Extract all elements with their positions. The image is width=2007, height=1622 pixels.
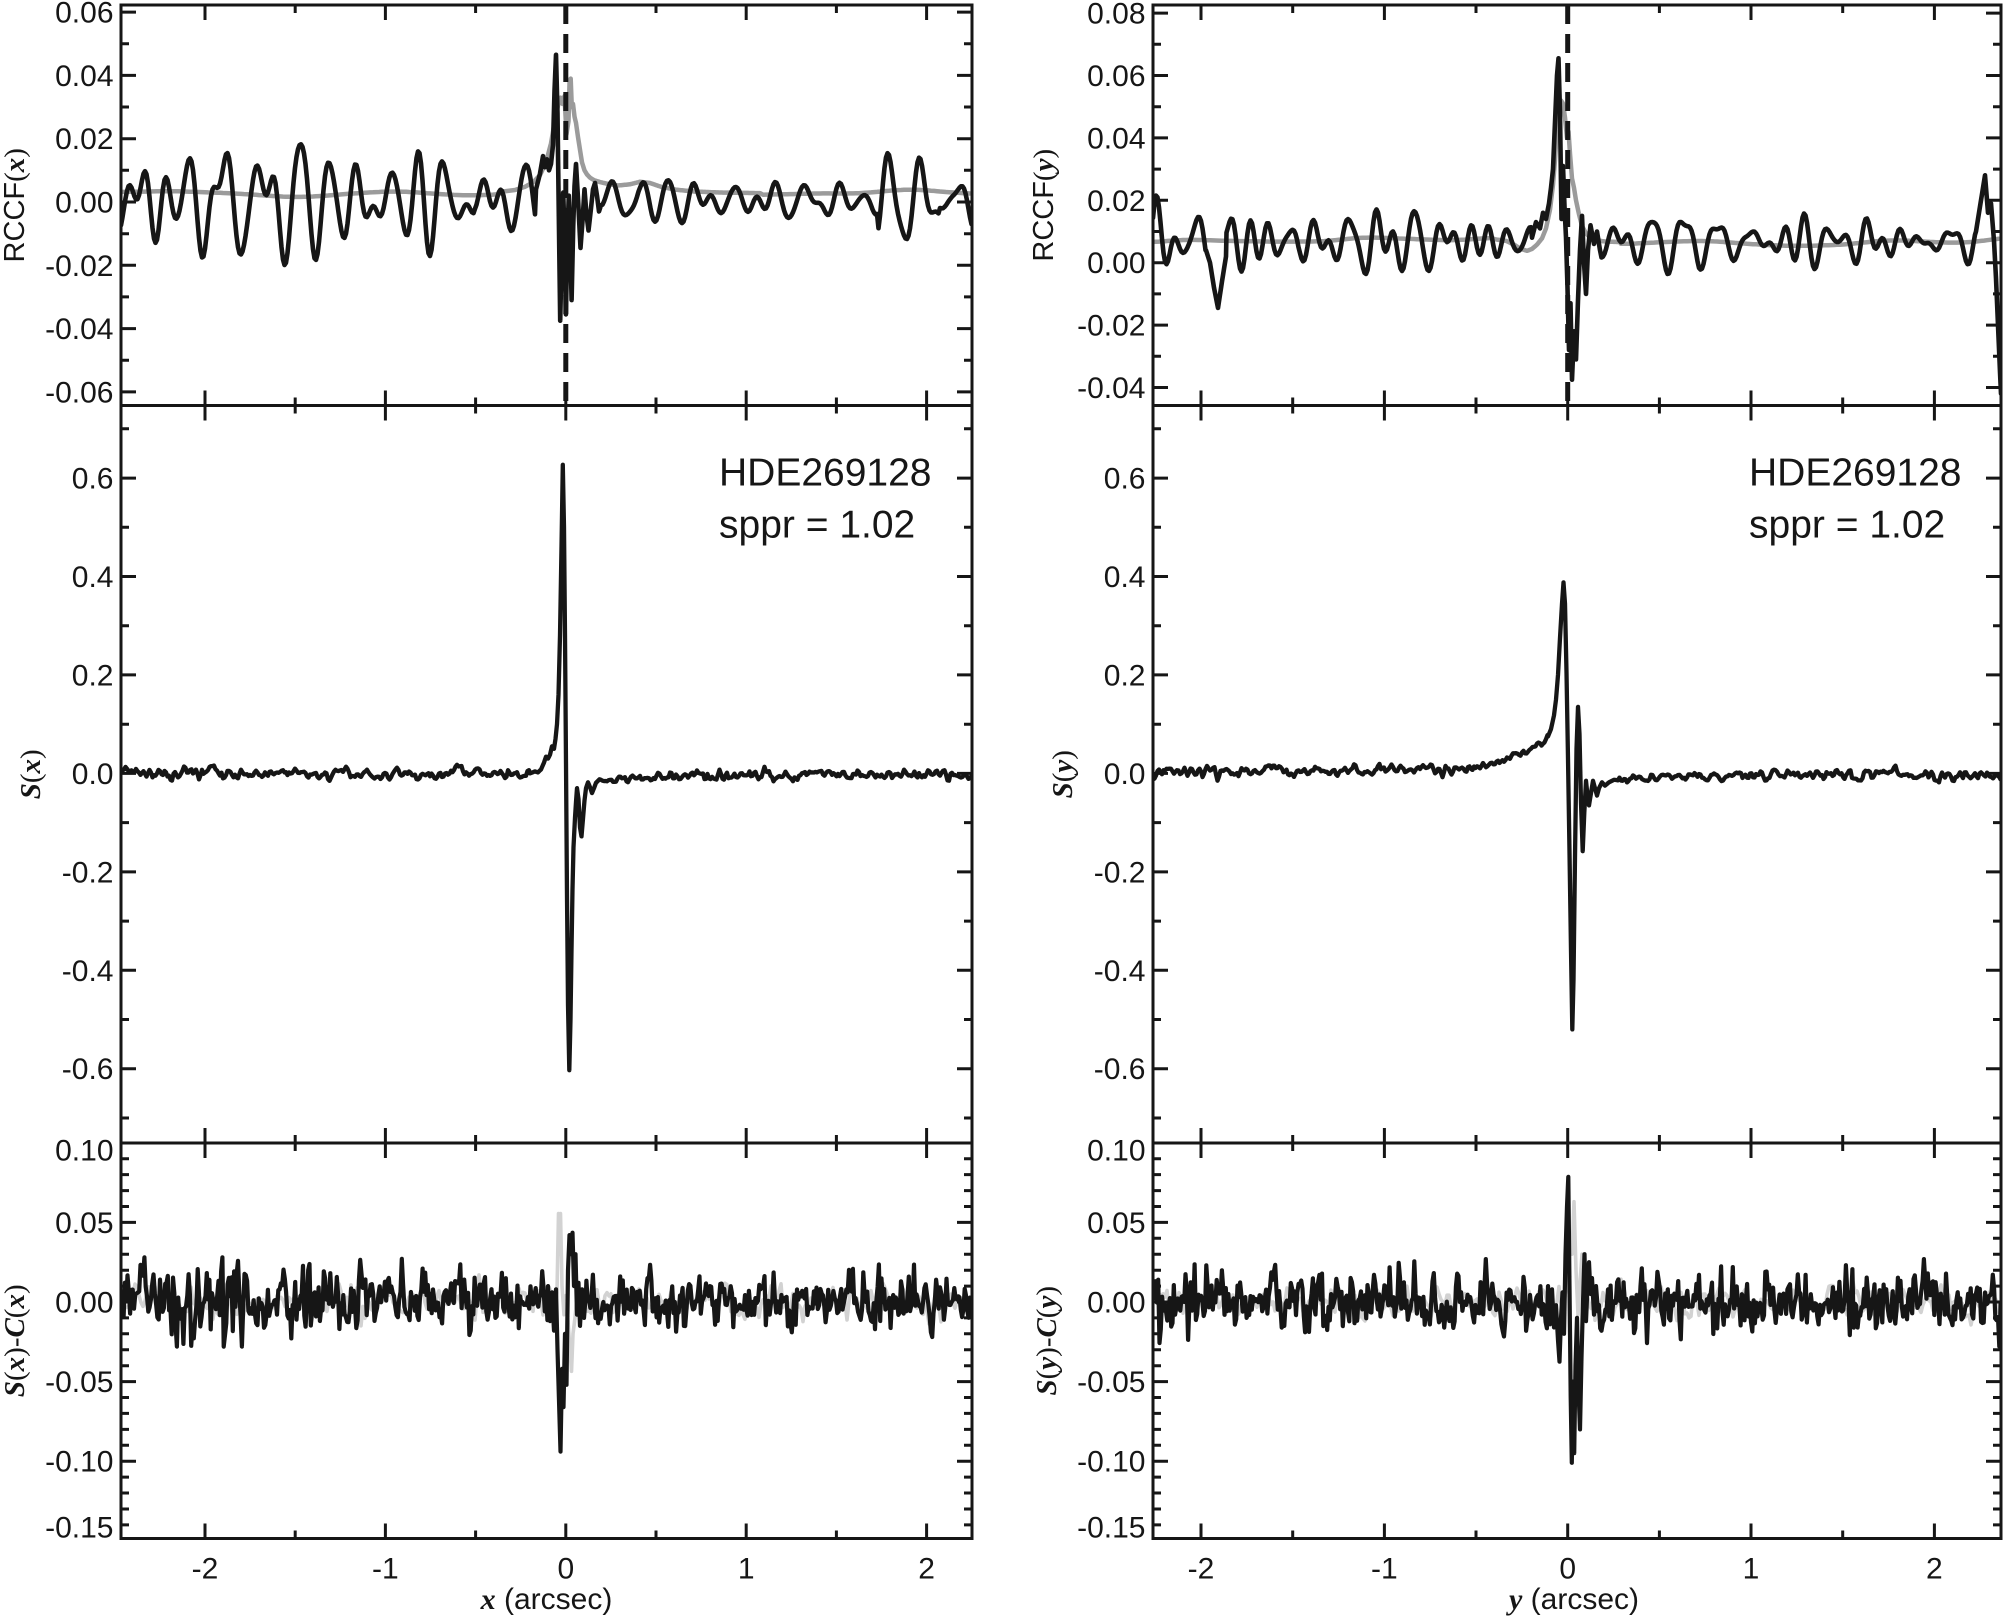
svg-text:-1: -1 (1371, 1553, 1398, 1586)
svg-text:0.02: 0.02 (55, 123, 113, 156)
svg-text:-1: -1 (372, 1553, 399, 1586)
svg-text:0.04: 0.04 (1087, 122, 1145, 155)
svg-text:2: 2 (1926, 1553, 1943, 1586)
svg-text:-0.6: -0.6 (1094, 1053, 1146, 1086)
svg-text:0.2: 0.2 (72, 659, 114, 692)
svg-text:-0.05: -0.05 (1077, 1366, 1145, 1399)
svg-text:0.4: 0.4 (1104, 561, 1146, 594)
svg-text:HDE269128: HDE269128 (719, 451, 931, 494)
svg-text:-0.10: -0.10 (45, 1446, 113, 1479)
svg-text:-2: -2 (192, 1553, 219, 1586)
svg-text:0.6: 0.6 (72, 463, 114, 496)
svg-text:0.6: 0.6 (1104, 463, 1146, 496)
svg-text:0.0: 0.0 (72, 758, 114, 791)
svg-text:-0.6: -0.6 (62, 1053, 114, 1086)
svg-text:0.06: 0.06 (55, 0, 113, 30)
svg-text:-0.15: -0.15 (1077, 1512, 1145, 1545)
svg-text:0.08: 0.08 (1087, 0, 1145, 31)
svg-text:0.02: 0.02 (1087, 185, 1145, 218)
svg-text:0.2: 0.2 (1104, 659, 1146, 692)
svg-text:1: 1 (1743, 1553, 1760, 1586)
svg-text:0.05: 0.05 (55, 1207, 113, 1240)
svg-text:sppr = 1.02: sppr = 1.02 (719, 504, 915, 547)
svg-text:-0.04: -0.04 (1077, 372, 1145, 405)
svg-text:-0.05: -0.05 (45, 1366, 113, 1399)
svg-text:sppr = 1.02: sppr = 1.02 (1749, 504, 1945, 547)
svg-text:0.0: 0.0 (1104, 758, 1146, 791)
svg-text:S(x)-C(x): S(x)-C(x) (0, 1284, 31, 1397)
svg-text:0: 0 (1559, 1553, 1576, 1586)
svg-text:0: 0 (557, 1553, 574, 1586)
svg-text:-0.4: -0.4 (1094, 955, 1146, 988)
svg-text:0.00: 0.00 (1087, 247, 1145, 280)
svg-text:1: 1 (738, 1553, 755, 1586)
svg-text:0.00: 0.00 (55, 1287, 113, 1320)
svg-text:0.04: 0.04 (55, 60, 113, 93)
svg-text:-0.04: -0.04 (45, 313, 113, 346)
svg-text:-0.2: -0.2 (1094, 856, 1146, 889)
svg-text:0.10: 0.10 (55, 1135, 113, 1168)
svg-text:-2: -2 (1188, 1553, 1215, 1586)
svg-text:2: 2 (918, 1553, 935, 1586)
svg-text:RCCF(y): RCCF(y) (1028, 149, 1060, 262)
svg-text:0.06: 0.06 (1087, 60, 1145, 93)
svg-text:0.10: 0.10 (1087, 1135, 1145, 1168)
svg-text:-0.4: -0.4 (62, 955, 114, 988)
svg-text:x (arcsec): x (arcsec) (480, 1583, 613, 1616)
svg-text:y (arcsec): y (arcsec) (1506, 1583, 1639, 1616)
svg-text:0.4: 0.4 (72, 561, 114, 594)
svg-text:RCCF(x): RCCF(x) (0, 148, 31, 262)
svg-text:0.05: 0.05 (1087, 1207, 1145, 1240)
svg-text:-0.15: -0.15 (45, 1512, 113, 1545)
svg-text:S(y)-C(y): S(y)-C(y) (1031, 1286, 1063, 1396)
svg-text:-0.02: -0.02 (45, 250, 113, 283)
svg-text:-0.10: -0.10 (1077, 1446, 1145, 1479)
svg-text:HDE269128: HDE269128 (1749, 451, 1961, 494)
svg-text:S(x): S(x) (15, 749, 47, 799)
svg-text:0.00: 0.00 (55, 187, 113, 220)
svg-text:-0.06: -0.06 (45, 376, 113, 409)
svg-text:0.00: 0.00 (1087, 1287, 1145, 1320)
svg-text:-0.02: -0.02 (1077, 310, 1145, 343)
svg-text:S(y): S(y) (1047, 750, 1079, 798)
svg-text:-0.2: -0.2 (62, 856, 114, 889)
